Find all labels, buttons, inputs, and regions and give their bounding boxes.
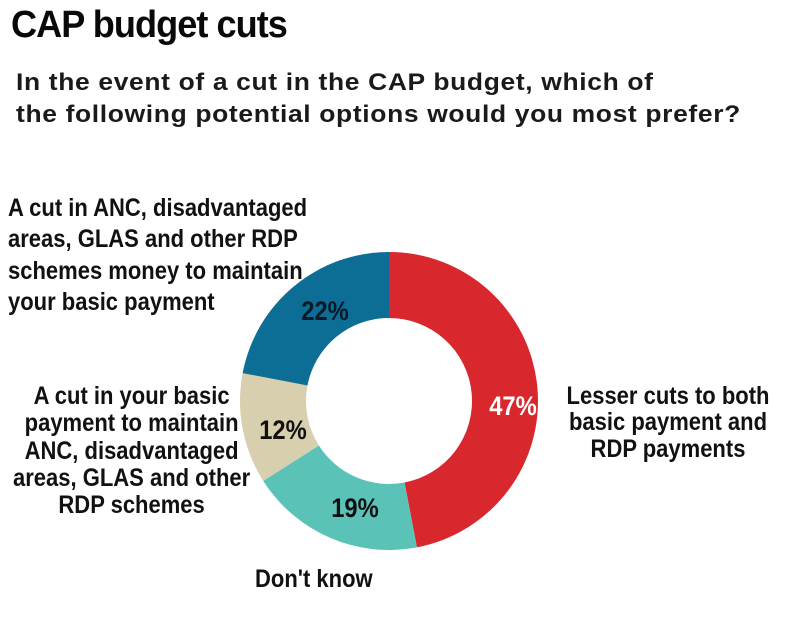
svg-text:12%: 12%	[259, 416, 307, 446]
svg-text:22%: 22%	[301, 297, 349, 327]
svg-text:47%: 47%	[489, 392, 537, 422]
svg-text:19%: 19%	[331, 494, 379, 524]
